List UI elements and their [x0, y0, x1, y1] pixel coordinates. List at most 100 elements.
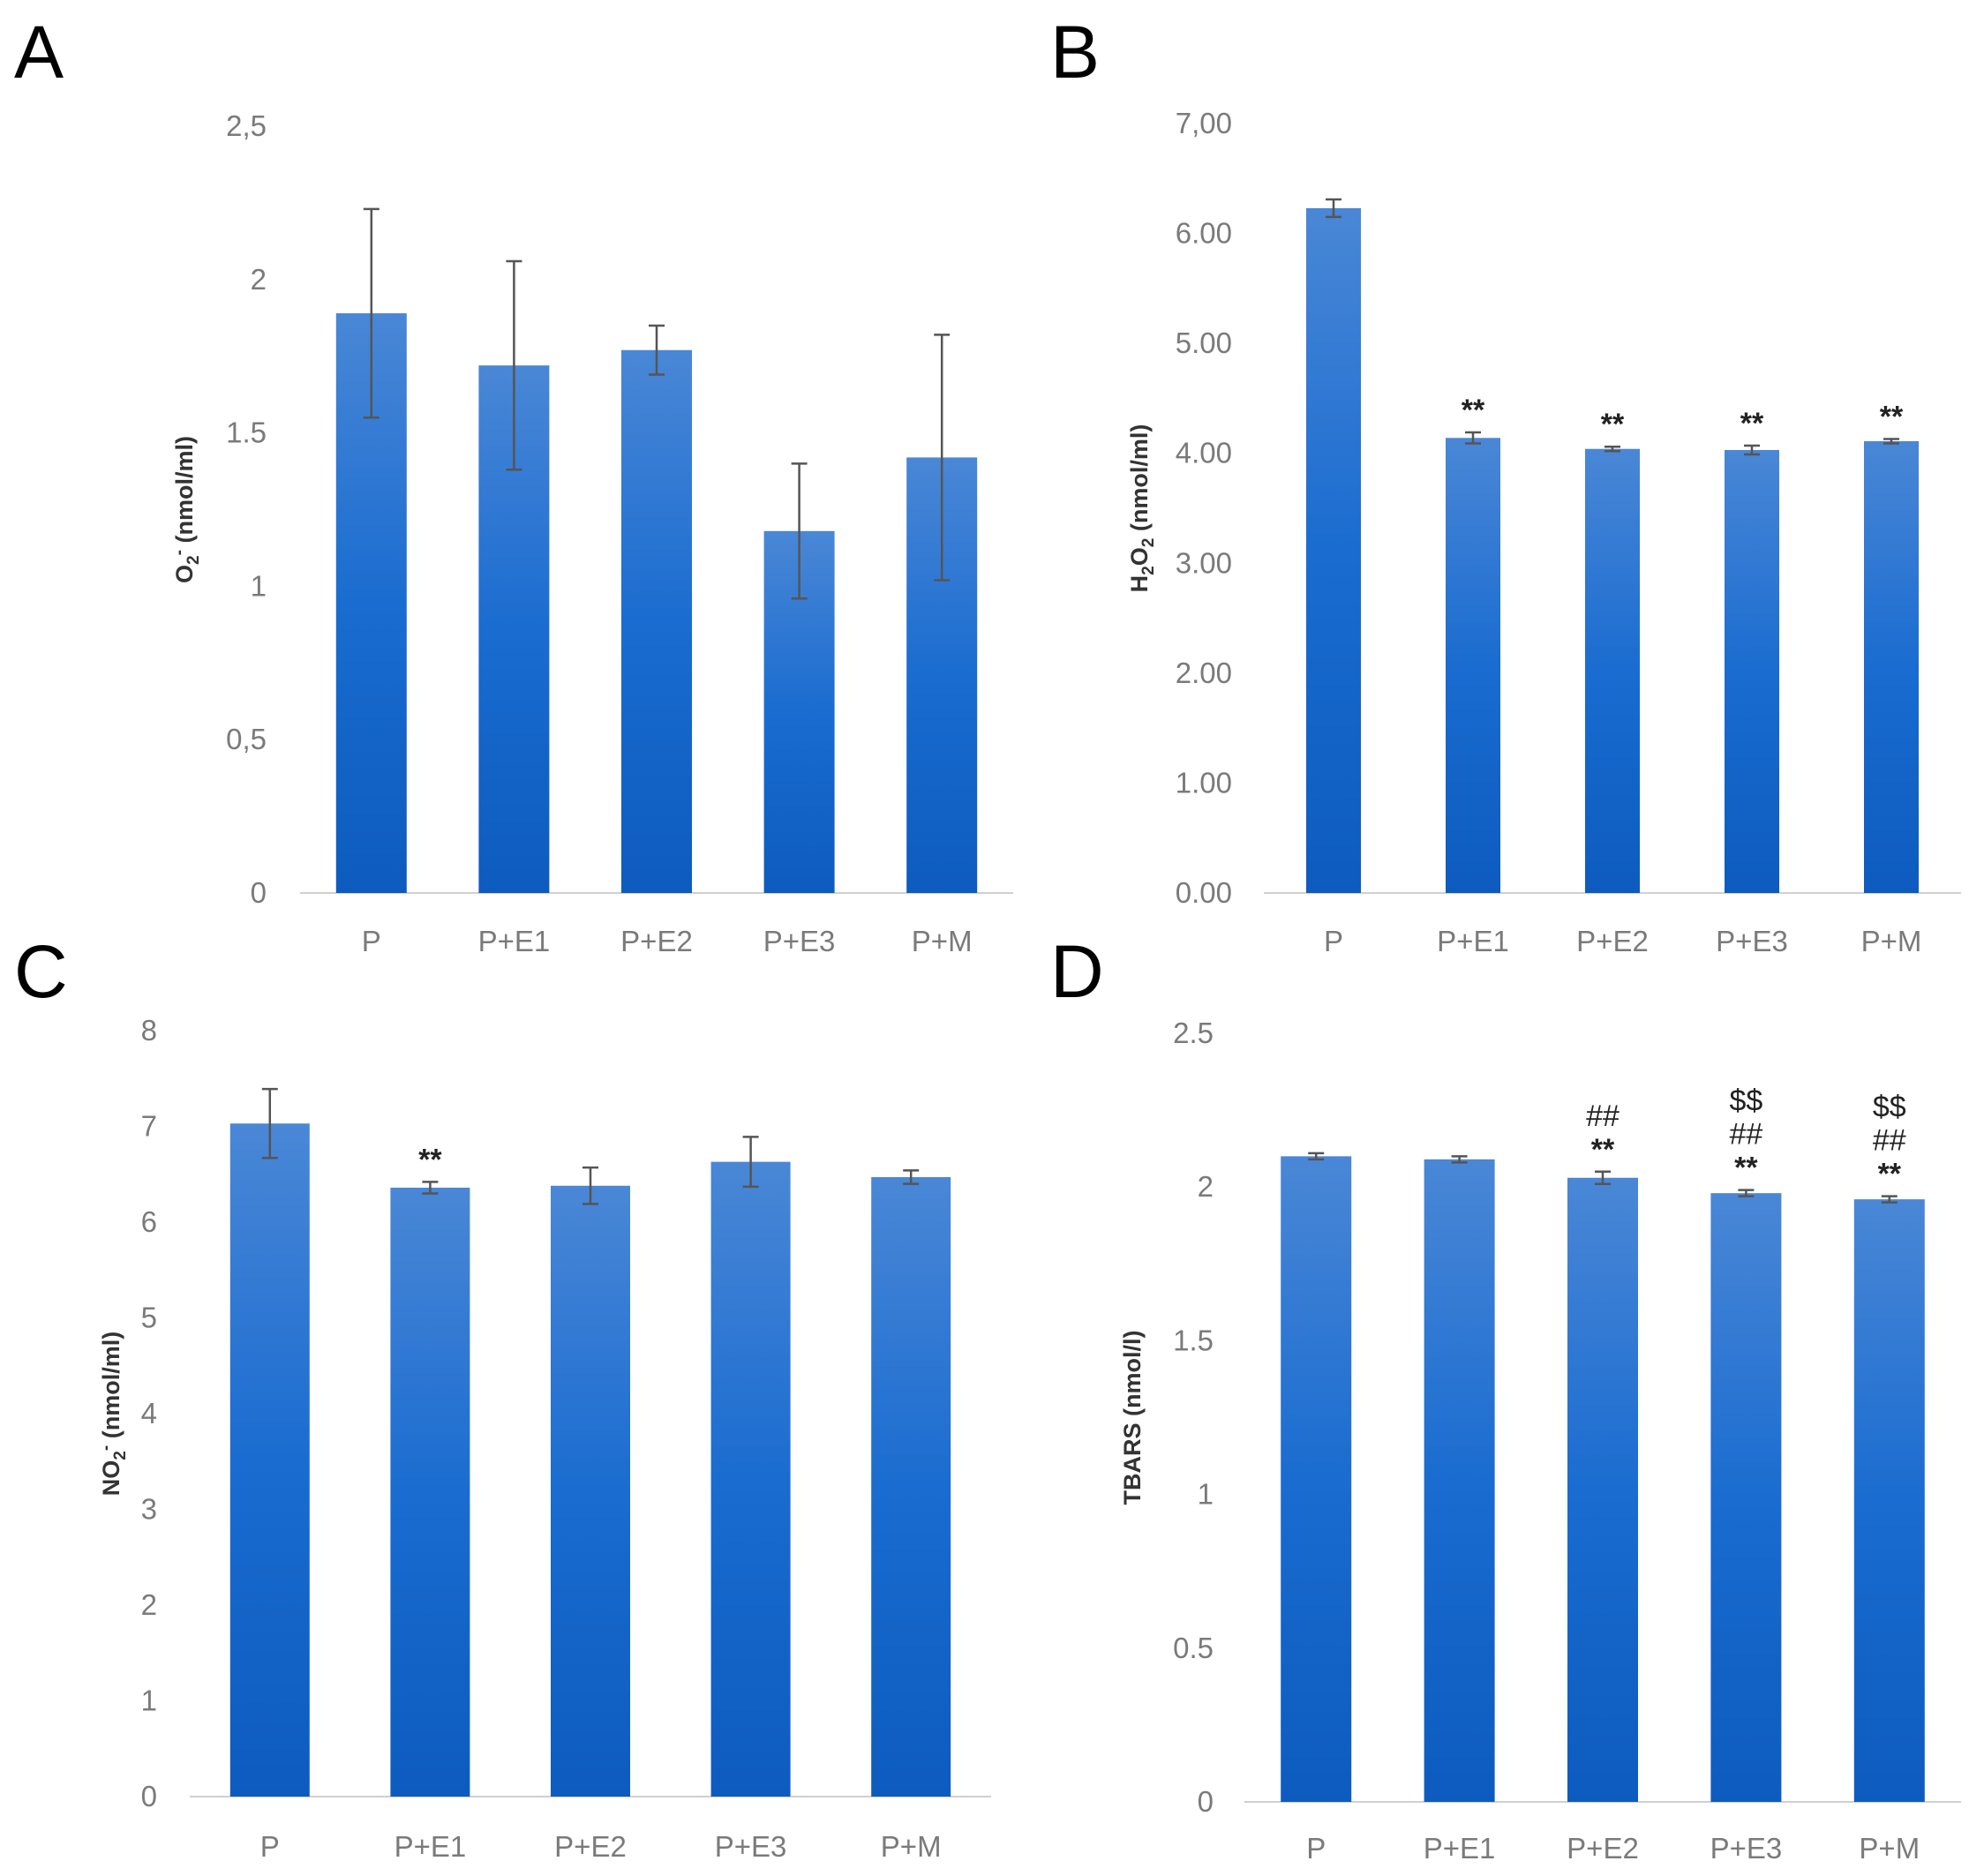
significance-marker: ## [1729, 1118, 1762, 1152]
panel-letter: D [1050, 930, 1104, 1013]
bar [1567, 1177, 1638, 1802]
x-tick-label: P+E2 [554, 1830, 627, 1863]
y-tick-label: 1.5 [1173, 1324, 1214, 1356]
y-axis-label: O2- (nmol/ml) [170, 436, 203, 583]
panel-letter: B [1050, 11, 1100, 94]
bar [390, 1187, 470, 1797]
x-tick-label: P+E1 [395, 1830, 467, 1863]
y-tick-label: 0 [141, 1780, 157, 1812]
y-axis-label-part: TBARS (nmol/l) [1119, 1331, 1146, 1505]
x-tick-label: P+M [912, 925, 973, 957]
y-axis-label-part: - [97, 1445, 116, 1451]
y-axis-label-part: 2 [1139, 566, 1158, 575]
bar [1306, 207, 1361, 894]
x-tick-label: P+E2 [1567, 1832, 1639, 1865]
x-tick-label: P [1324, 925, 1343, 957]
y-tick-label: 0,5 [226, 723, 267, 755]
y-tick-label: 2.00 [1176, 657, 1232, 689]
y-tick-label: 5.00 [1176, 326, 1232, 359]
significance-marker: ** [1601, 408, 1625, 441]
y-tick-label: 0.00 [1176, 876, 1232, 909]
y-axis-label-part: (nmol/ml) [1126, 424, 1153, 538]
significance-marker: ** [1740, 407, 1764, 440]
y-axis-label: TBARS (nmol/l) [1119, 1331, 1146, 1505]
y-tick-label: 2 [141, 1588, 157, 1621]
x-tick-label: P+E2 [620, 925, 693, 957]
y-tick-label: 2 [1198, 1170, 1214, 1203]
y-tick-label: 1 [251, 569, 267, 602]
y-axis-label-part: H [1126, 575, 1153, 593]
y-tick-label: 1 [141, 1685, 157, 1717]
y-axis-label-part: O [171, 565, 198, 583]
y-tick-label: 7 [141, 1110, 157, 1143]
y-tick-label: 4 [141, 1397, 157, 1430]
panel-letter: A [14, 11, 64, 94]
y-tick-label: 6 [141, 1205, 157, 1238]
y-tick-label: 4.00 [1176, 437, 1232, 469]
significance-marker: ## [1873, 1124, 1906, 1158]
y-axis-label-part: (nmol/ml) [171, 436, 198, 550]
y-tick-label: 1.5 [226, 416, 267, 449]
y-axis-label: H2O2 (nmol/ml) [1126, 424, 1158, 593]
y-tick-label: 2 [251, 263, 267, 296]
y-axis-label-part: (nmol/ml) [98, 1332, 124, 1445]
x-tick-label: P+M [1861, 925, 1922, 957]
significance-marker: ** [1734, 1152, 1758, 1185]
bar [1864, 441, 1919, 893]
chart-panel-a: A00,511.522,5O2- (nmol/ml)P P+E1 P+E2 P+E3 P… [14, 11, 1013, 957]
significance-marker: ** [1591, 1133, 1615, 1167]
y-axis-label: NO2- (nmol/ml) [97, 1332, 130, 1496]
y-tick-label: 2,5 [226, 109, 267, 142]
x-tick-label: P+M [1859, 1832, 1920, 1865]
bar [1424, 1159, 1495, 1802]
y-tick-label: 5 [141, 1302, 157, 1334]
y-axis-label-part: - [170, 550, 189, 555]
y-tick-label: 3.00 [1176, 546, 1232, 579]
x-tick-label: P+M [881, 1830, 942, 1863]
y-axis-label-part: NO [98, 1460, 124, 1497]
significance-marker: ** [1878, 1158, 1902, 1191]
bar [1725, 449, 1779, 893]
x-tick-label: P [260, 1830, 280, 1863]
x-tick-label: P+E3 [715, 1830, 787, 1863]
y-axis-label-part: 2 [184, 555, 203, 565]
bar [710, 1161, 791, 1797]
bar [621, 349, 692, 893]
significance-marker: ** [418, 1143, 442, 1176]
bar [551, 1185, 630, 1797]
significance-marker: ** [1880, 401, 1904, 434]
y-tick-label: 0.5 [1173, 1632, 1214, 1664]
significance-marker: $$ [1729, 1084, 1762, 1118]
bar [1585, 448, 1640, 893]
y-tick-label: 7,00 [1176, 107, 1232, 139]
x-tick-label: P+E3 [763, 925, 836, 957]
y-tick-label: 1.00 [1176, 766, 1232, 799]
bar [1710, 1193, 1782, 1802]
bar [1853, 1199, 1925, 1802]
y-axis-label-part: O [1126, 547, 1153, 566]
x-tick-label: P+E3 [1716, 925, 1788, 957]
bar [871, 1177, 951, 1797]
x-tick-label: P+E3 [1710, 1832, 1783, 1865]
y-tick-label: 0 [251, 876, 267, 909]
x-tick-label: P+E1 [1424, 1832, 1496, 1865]
y-axis-label-part: 2 [111, 1451, 130, 1460]
y-tick-label: 3 [141, 1493, 157, 1526]
x-tick-label: P [1306, 1832, 1326, 1865]
y-tick-label: 0 [1198, 1785, 1214, 1818]
x-tick-label: P+E2 [1576, 925, 1649, 957]
bar [1446, 438, 1500, 893]
y-tick-label: 8 [141, 1014, 157, 1047]
significance-marker: $$ [1873, 1091, 1906, 1124]
panel-letter: C [14, 930, 68, 1013]
x-tick-label: P+E1 [1437, 925, 1509, 957]
y-axis-label-part: 2 [1139, 538, 1158, 548]
significance-marker: ** [1462, 394, 1485, 427]
y-tick-label: 6.00 [1176, 217, 1232, 250]
y-tick-label: 1 [1198, 1478, 1214, 1511]
x-tick-label: P+E1 [478, 925, 551, 957]
